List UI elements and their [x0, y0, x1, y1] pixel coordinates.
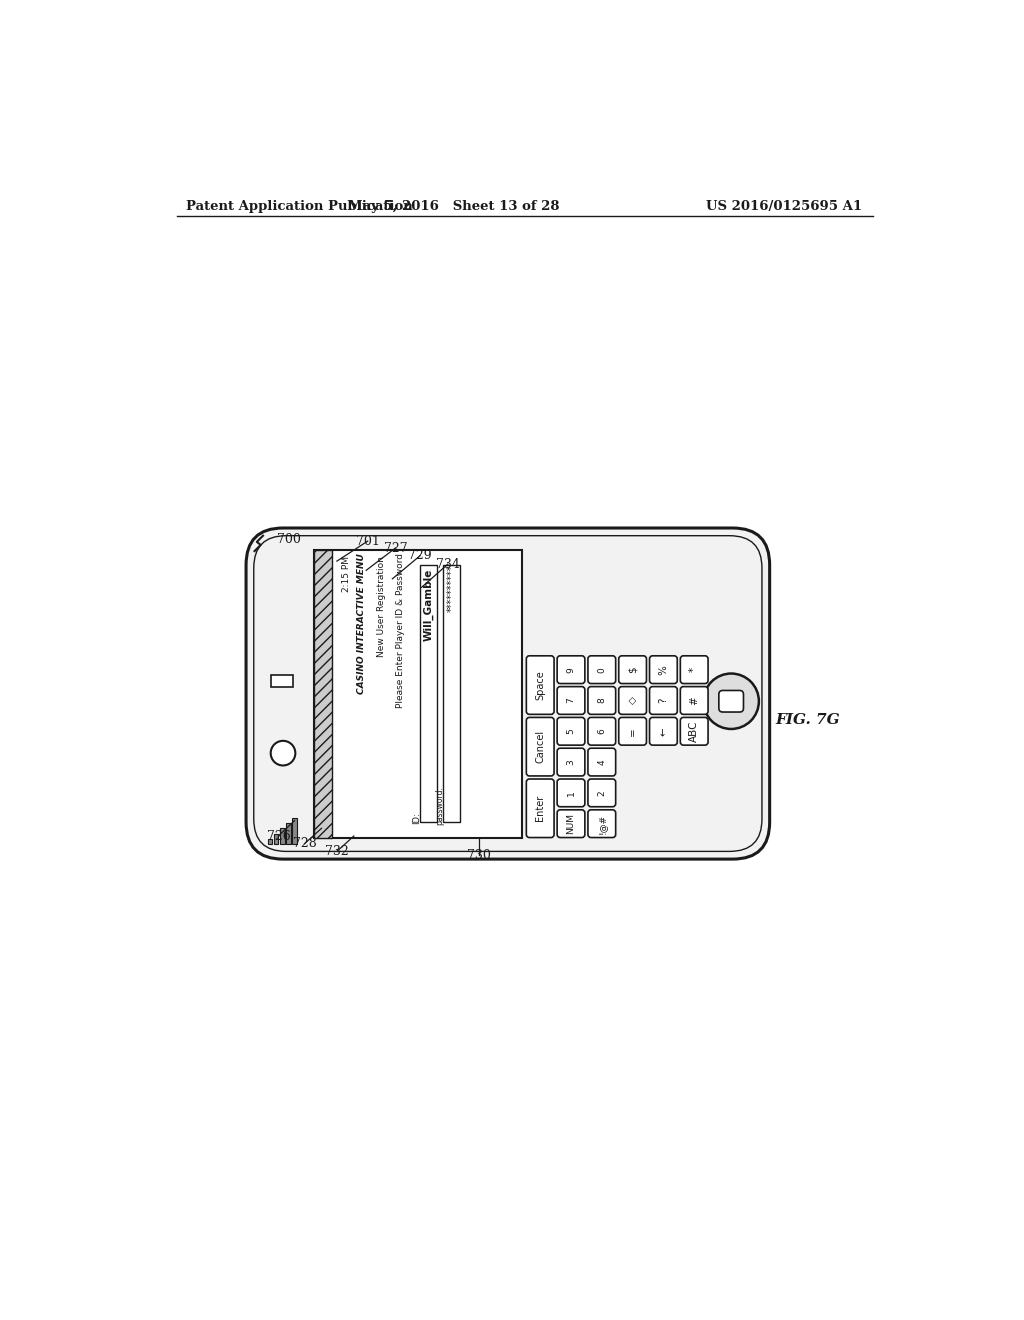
FancyBboxPatch shape [526, 718, 554, 776]
Bar [271, 676, 293, 686]
Text: 1: 1 [566, 789, 575, 796]
Text: 734: 734 [436, 557, 460, 570]
FancyBboxPatch shape [618, 656, 646, 684]
Text: =: = [628, 727, 638, 735]
FancyBboxPatch shape [680, 718, 708, 744]
FancyBboxPatch shape [557, 686, 585, 714]
Text: 5: 5 [566, 729, 575, 734]
Text: !@#: !@# [597, 813, 606, 834]
Bar [273, 834, 279, 843]
FancyBboxPatch shape [618, 718, 646, 744]
Text: 8: 8 [597, 697, 606, 704]
Text: 0: 0 [597, 667, 606, 673]
FancyBboxPatch shape [557, 779, 585, 807]
Circle shape [270, 741, 295, 766]
Text: 729: 729 [409, 549, 432, 562]
Circle shape [703, 673, 759, 729]
FancyBboxPatch shape [526, 779, 554, 838]
FancyBboxPatch shape [588, 718, 615, 744]
Text: New User Registration: New User Registration [377, 556, 386, 656]
Text: ID:: ID: [412, 812, 421, 824]
Text: *: * [689, 667, 699, 672]
Bar [313, 549, 521, 838]
Text: 701: 701 [355, 535, 380, 548]
Text: %: % [658, 665, 669, 675]
FancyBboxPatch shape [588, 779, 615, 807]
Text: Patent Application Publication: Patent Application Publication [186, 199, 413, 213]
Text: Cancel: Cancel [536, 730, 545, 763]
Text: 730: 730 [467, 849, 492, 862]
Text: 726: 726 [266, 829, 290, 842]
Text: 6: 6 [597, 729, 606, 734]
Text: ←: ← [658, 727, 669, 735]
FancyBboxPatch shape [526, 656, 554, 714]
Text: ◇: ◇ [628, 697, 638, 705]
FancyBboxPatch shape [680, 686, 708, 714]
Text: Enter: Enter [536, 795, 545, 821]
FancyBboxPatch shape [588, 656, 615, 684]
FancyBboxPatch shape [649, 718, 677, 744]
Text: NUM: NUM [566, 813, 575, 834]
Text: US 2016/0125695 A1: US 2016/0125695 A1 [706, 199, 862, 213]
FancyBboxPatch shape [557, 656, 585, 684]
FancyBboxPatch shape [680, 656, 708, 684]
Bar [443, 565, 460, 822]
Text: $: $ [628, 667, 638, 673]
Bar [286, 822, 291, 843]
Text: 728: 728 [293, 837, 316, 850]
Text: Will_Gamble: Will_Gamble [423, 569, 434, 642]
FancyBboxPatch shape [557, 810, 585, 838]
Text: Please Enter Player ID & Password: Please Enter Player ID & Password [395, 553, 404, 709]
Text: 732: 732 [325, 845, 349, 858]
Text: May 5, 2016   Sheet 13 of 28: May 5, 2016 Sheet 13 of 28 [348, 199, 560, 213]
FancyBboxPatch shape [588, 686, 615, 714]
Text: 2:15 PM: 2:15 PM [342, 556, 350, 591]
Bar [420, 565, 437, 822]
Text: Space: Space [536, 671, 545, 700]
FancyBboxPatch shape [557, 718, 585, 744]
Text: ABC: ABC [689, 721, 699, 742]
FancyBboxPatch shape [557, 748, 585, 776]
Bar [267, 840, 272, 843]
FancyBboxPatch shape [588, 810, 615, 838]
Text: 4: 4 [597, 759, 606, 764]
Bar [280, 829, 285, 843]
Text: 3: 3 [566, 759, 575, 766]
Text: 2: 2 [597, 791, 606, 796]
Text: 7: 7 [566, 697, 575, 704]
Bar [313, 549, 333, 838]
FancyBboxPatch shape [588, 748, 615, 776]
Text: ?: ? [658, 698, 669, 704]
FancyBboxPatch shape [618, 686, 646, 714]
FancyBboxPatch shape [246, 528, 770, 859]
FancyBboxPatch shape [719, 690, 743, 711]
Text: #: # [689, 696, 699, 705]
Text: 9: 9 [566, 667, 575, 673]
Text: password:: password: [435, 787, 444, 825]
FancyBboxPatch shape [649, 656, 677, 684]
Text: 700: 700 [276, 533, 301, 546]
Text: **********: ********** [446, 565, 457, 612]
Bar [292, 817, 297, 843]
Text: CASINO INTERACTIVE MENU: CASINO INTERACTIVE MENU [357, 553, 366, 694]
Text: 727: 727 [384, 541, 408, 554]
Text: FIG. 7G: FIG. 7G [776, 714, 841, 727]
FancyBboxPatch shape [649, 686, 677, 714]
